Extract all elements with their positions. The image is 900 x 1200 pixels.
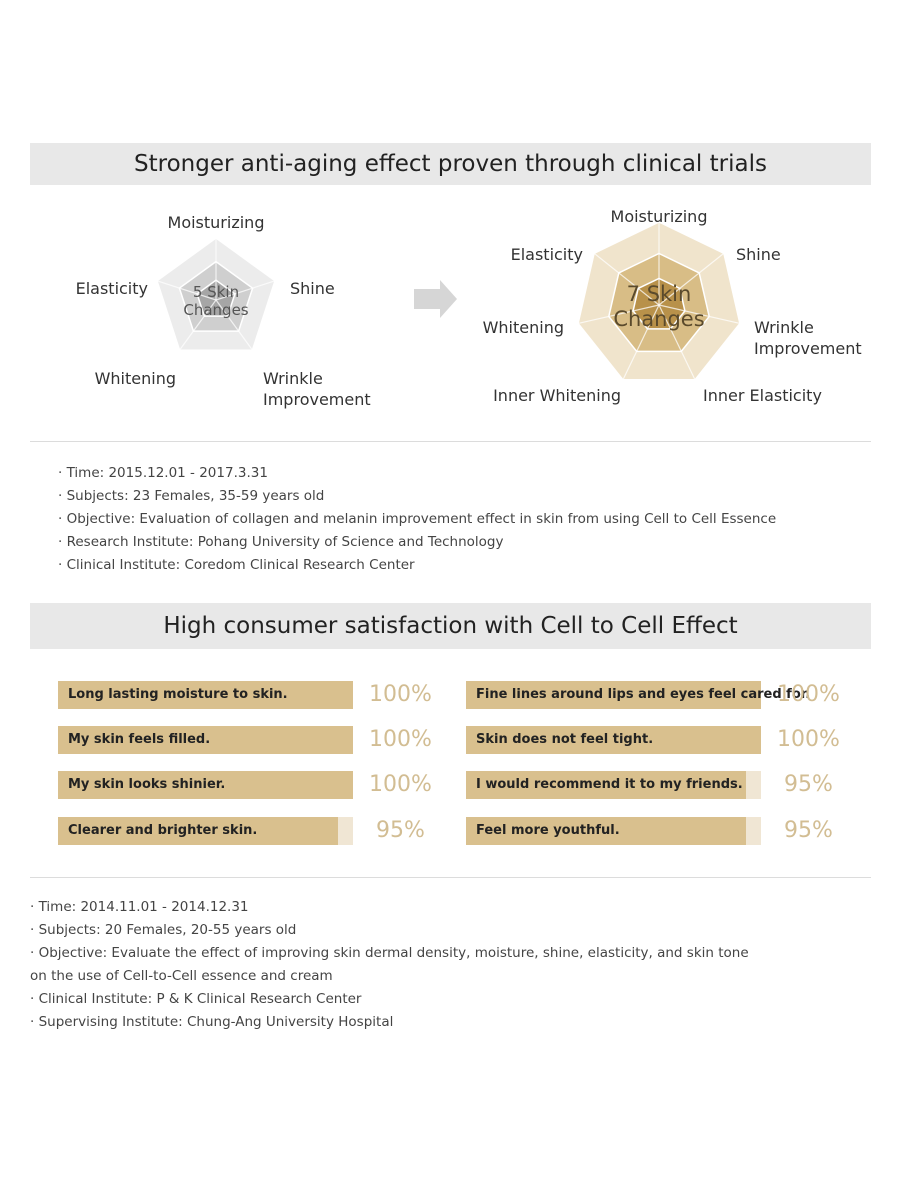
note-objective: · Objective: Evaluation of collagen and … [58,511,777,527]
bar-track [58,726,353,754]
bar-fill [58,771,353,799]
axis-label-shine: Shine [290,279,335,298]
bar-row-3: My skin looks shinier. 100% [58,771,448,799]
bar-fill [466,726,761,754]
study-notes-2: · Time: 2014.11.01 - 2014.12.31 · Subjec… [30,896,760,1034]
radar-chart-5: 5 Skin Changes Moisturizing Shine Wrinkle Imp… [76,213,371,409]
axis-label-shine: Shine [736,245,781,264]
bar-label: Feel more youthful. [476,823,620,838]
radar-spoke-inner-elasticity [658,304,696,381]
bar-value-label: 100% [369,727,432,752]
axis-label-whitening: Whitening [483,318,564,337]
bar-track [466,771,761,799]
arrow-icon [414,280,457,318]
axis-label-whitening: Whitening [95,369,176,388]
bar-value-label: 95% [376,818,425,843]
bar-label: Skin does not feel tight. [476,732,654,747]
bar-row-2: My skin feels filled. 100% [58,726,448,754]
note-clinical-institute: · Clinical Institute: P & K Clinical Res… [30,991,362,1007]
bar-value-label: 100% [369,772,432,797]
note-subjects: · Subjects: 23 Females, 35-59 years old [58,488,325,504]
bar-fill [466,771,747,799]
radar-charts: 5 Skin Changes Moisturizing Shine Wrinkle Imp… [76,207,862,409]
note-clinical-institute: · Clinical Institute: Coredom Clinical R… [58,557,415,573]
radar-spoke-inner-whitening [622,304,660,381]
radar-spoke-shine [658,252,725,306]
bar-track [58,771,353,799]
bar-row-8: Feel more youthful. 95% [466,817,856,845]
section-1-banner: Stronger anti-aging effect proven throug… [30,143,871,185]
bar-value-label: 95% [784,818,833,843]
note-time: · Time: 2014.11.01 - 2014.12.31 [30,899,249,915]
radar-spoke-whitening [577,304,660,325]
axis-label-moisturizing: Moisturizing [168,213,265,232]
radar-spoke-elasticity [593,252,660,306]
bar-row-4: Clearer and brighter skin. 95% [58,817,448,845]
bar-fill [466,817,747,845]
bar-label: Long lasting moisture to skin. [68,687,288,702]
bar-label: I would recommend it to my friends. [476,777,743,792]
note-time: · Time: 2015.12.01 - 2017.3.31 [58,465,268,481]
radar-spoke-wrinkle-improvement [215,299,253,351]
bar-row-1: Long lasting moisture to skin. 100% [58,681,448,709]
bar-fill [58,681,353,709]
study-notes-1: · Time: 2015.12.01 - 2017.3.31 · Subject… [58,462,776,577]
note-objective: · Objective: Evaluate the effect of impr… [30,945,749,984]
bar-value-label: 100% [777,727,840,752]
bar-label: Clearer and brighter skin. [68,823,258,838]
bar-track [58,681,353,709]
radar-chart-7: 7 Skin Changes Moisturizing Shine Wrinkle Imp… [483,207,862,405]
bar-track [466,817,761,845]
axis-label-wrinkle-improvement: Wrinkle Improvement [263,369,371,409]
bar-track [466,681,761,709]
note-subjects: · Subjects: 20 Females, 20-55 years old [30,922,297,938]
radar-spoke-elasticity [156,280,217,301]
radar-spoke-shine [215,280,276,301]
bar-fill [466,681,761,709]
radar-center-label: 5 Skin Changes [183,283,248,319]
section-2-title: High consumer satisfaction with Cell to … [163,613,738,639]
bar-track [58,817,353,845]
divider-1 [30,441,871,442]
bar-fill [58,817,339,845]
radar-spoke-wrinkle-improvement [658,304,741,325]
bar-value-label: 100% [369,682,432,707]
section-2-banner: High consumer satisfaction with Cell to … [30,603,871,649]
axis-label-inner-elasticity: Inner Elasticity [703,386,822,405]
bar-row-7: I would recommend it to my friends. 95% [466,771,856,799]
bar-track [466,726,761,754]
note-research-institute: · Research Institute: Pohang University … [58,534,504,550]
bar-row-6: Skin does not feel tight. 100% [466,726,856,754]
bar-value-label: 100% [777,682,840,707]
bar-fill [58,726,353,754]
bar-label: My skin feels filled. [68,732,211,747]
bar-value-label: 95% [784,772,833,797]
axis-label-moisturizing: Moisturizing [611,207,708,226]
divider-2 [30,877,871,878]
axis-label-elasticity: Elasticity [76,279,148,298]
note-supervising-institute: · Supervising Institute: Chung-Ang Unive… [30,1014,394,1030]
axis-label-inner-whitening: Inner Whitening [493,386,621,405]
bar-label: Fine lines around lips and eyes feel car… [476,687,811,702]
axis-label-elasticity: Elasticity [511,245,583,264]
radar-spoke-whitening [179,299,217,351]
section-1-title: Stronger anti-aging effect proven throug… [134,151,767,177]
bar-row-5: Fine lines around lips and eyes feel car… [466,681,856,709]
bar-label: My skin looks shinier. [68,777,226,792]
axis-label-wrinkle-improvement: Wrinkle Improvement [754,318,862,358]
radar-center-label: 7 Skin Changes [613,282,704,331]
